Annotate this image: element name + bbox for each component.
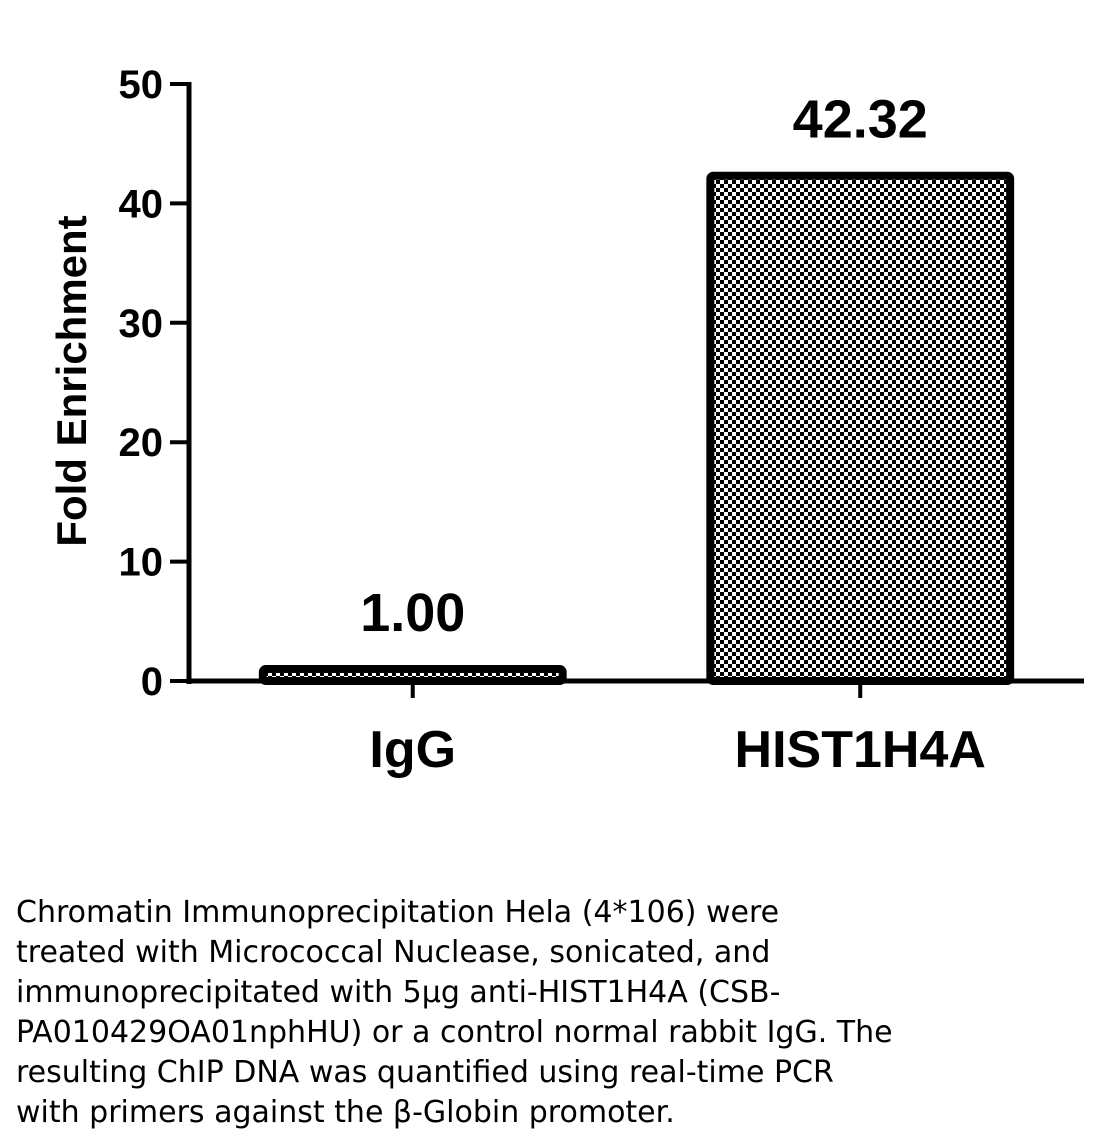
y-tick-label: 30 — [119, 302, 164, 346]
caption-line: immunoprecipitated with 5µg anti-HIST1H4… — [16, 975, 781, 1010]
caption-line: resulting ChIP DNA was quantified using … — [16, 1055, 834, 1090]
caption-line: treated with Micrococcal Nuclease, sonic… — [16, 935, 771, 970]
y-tick-label: 20 — [119, 421, 164, 465]
caption-line: with primers against the β-Globin promot… — [16, 1095, 675, 1130]
y-tick-label: 0 — [141, 660, 163, 704]
bar-chart: 0 10 20 30 40 50 IgG 1.00 HIST1H4A 42.32 Fold En… — [48, 63, 1084, 779]
bar-hist1h4a — [706, 171, 1015, 686]
caption-line: PA010429OA01nphHU) or a control normal r… — [16, 1015, 893, 1050]
x-tick-label: HIST1H4A — [735, 721, 986, 779]
caption-line: Chromatin Immunoprecipitation Hela (4*10… — [16, 895, 780, 930]
x-tick-label: IgG — [369, 721, 456, 779]
y-tick-label: 40 — [119, 182, 164, 226]
y-tick-label: 50 — [119, 63, 164, 107]
figure-caption: Chromatin Immunoprecipitation Hela (4*10… — [16, 893, 1016, 1133]
data-label: 42.32 — [793, 90, 928, 150]
y-tick-label: 10 — [119, 541, 164, 585]
y-axis-label: Fold Enrichment — [48, 215, 95, 546]
data-label: 1.00 — [360, 583, 465, 643]
